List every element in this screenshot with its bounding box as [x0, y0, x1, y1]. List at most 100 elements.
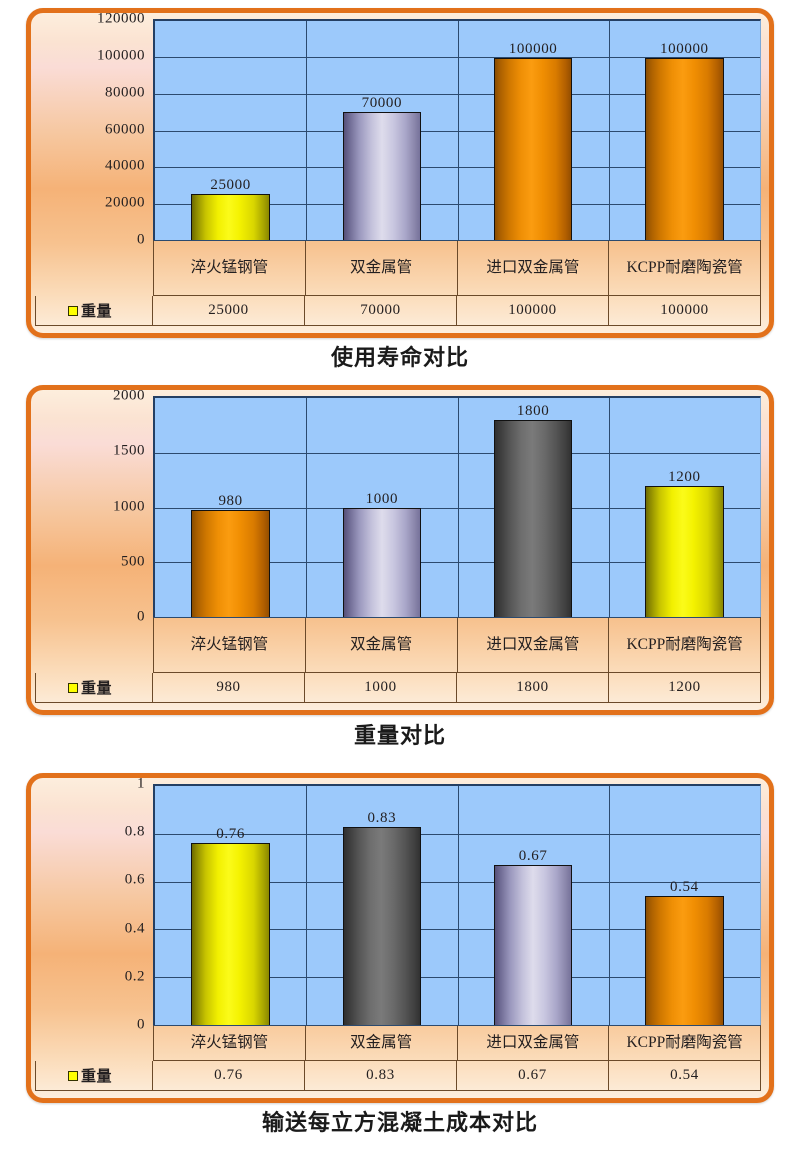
- bar-purple[interactable]: 0.67: [493, 848, 573, 1025]
- bar-value-label: 0.54: [670, 878, 699, 895]
- data-value-cell: 25000: [153, 296, 305, 325]
- legend-swatch-icon: [68, 1070, 78, 1081]
- bar-slot: 100000: [458, 21, 609, 240]
- legend-swatch-icon: [68, 305, 78, 316]
- data-value-cell: 70000: [305, 296, 457, 325]
- category-divider: [608, 21, 610, 240]
- legend-entry[interactable]: 重量: [35, 1061, 153, 1091]
- bar-slot: 1800: [458, 398, 609, 617]
- y-tick-label: 60000: [105, 121, 145, 137]
- chart-caption-1: 使用寿命对比: [330, 345, 469, 370]
- category-row-spacer: [35, 617, 153, 673]
- y-axis-2: 0 500 1000 1500 2000: [35, 390, 153, 625]
- y-tick-label: 40000: [105, 157, 145, 174]
- plot-area-3: 0.76 0.83 0.67 0.54: [153, 784, 761, 1025]
- bar-value-label: 25000: [210, 177, 251, 194]
- bar-yellow[interactable]: 25000: [191, 177, 270, 240]
- data-value-cell: 100000: [457, 296, 609, 325]
- y-axis-3: 0 0.2 0.4 0.6 0.8 1: [35, 778, 153, 1033]
- category-label: 双金属管: [306, 241, 458, 295]
- data-value-cell: 0.76: [153, 1061, 305, 1090]
- plot-area-1: 25000 70000 100000 100000: [153, 19, 761, 240]
- bar-value-label: 0.83: [367, 809, 397, 826]
- bar-slot: 1200: [609, 398, 760, 617]
- category-divider: [457, 398, 459, 617]
- bar-slot: 980: [155, 398, 306, 617]
- y-tick-label: 100000: [97, 47, 145, 64]
- bar-orange[interactable]: 100000: [493, 41, 573, 240]
- chart-caption-2: 重量对比: [353, 723, 446, 748]
- category-label: 淬火锰钢管: [154, 241, 306, 295]
- category-label: KCPP耐磨陶瓷管: [626, 636, 743, 654]
- bar-gray[interactable]: 0.83: [342, 810, 422, 1025]
- category-divider: [457, 786, 459, 1025]
- bar-value-label: 100000: [508, 40, 558, 57]
- y-axis-1: 0 20000 40000 60000 80000 100000 120000: [35, 13, 153, 248]
- chart-panel-2: 0 500 1000 1500 2000 980 1000 1800 1200 淬火锰钢管 双金属管…: [26, 385, 774, 715]
- y-tick-label: 0.2: [124, 968, 145, 985]
- category-label: KCPP耐磨陶瓷管: [626, 1034, 743, 1052]
- data-value-cell: 1000: [305, 673, 457, 702]
- bar-slot: 0.76: [155, 786, 306, 1025]
- y-tick-label: 2000: [113, 387, 145, 404]
- legend-label: 重量: [81, 681, 113, 697]
- data-value-cell: 1800: [457, 673, 609, 702]
- y-tick-label: 0: [137, 231, 145, 248]
- category-label: KCPP耐磨陶瓷管: [626, 259, 743, 277]
- value-row: 重量 980 1000 1800 1200: [35, 673, 761, 703]
- category-label: 淬火锰钢管: [154, 618, 306, 672]
- bar-gray[interactable]: 1800: [493, 403, 573, 617]
- y-tick-label: 1500: [113, 442, 145, 459]
- bar-slot: 0.83: [306, 786, 457, 1025]
- chart-panel-3: 0 0.2 0.4 0.6 0.8 1 0.76 0.83 0.67 0.54 淬火锰钢管 双金属管进…: [26, 773, 774, 1103]
- bar-orange[interactable]: 100000: [645, 41, 724, 240]
- data-value-cell: 980: [153, 673, 305, 702]
- category-label: 进口双金属管: [458, 618, 610, 672]
- plot-area-2: 980 1000 1800 1200: [153, 396, 761, 617]
- data-value-cell: 0.67: [457, 1061, 609, 1090]
- bar-orange[interactable]: 980: [191, 493, 270, 617]
- category-label: 进口双金属管: [458, 1026, 610, 1060]
- category-divider: [608, 398, 610, 617]
- data-value-cell: 0.83: [305, 1061, 457, 1090]
- category-row-spacer: [35, 1025, 153, 1061]
- legend-swatch-icon: [68, 682, 78, 693]
- bar-slot: 0.67: [458, 786, 609, 1025]
- bar-value-label: 1800: [516, 402, 550, 419]
- legend-label: 重量: [81, 304, 113, 320]
- category-divider: [306, 786, 308, 1025]
- value-row: 重量 0.76 0.83 0.67 0.54: [35, 1061, 761, 1091]
- bar-orange[interactable]: 0.54: [645, 879, 724, 1025]
- bar-slot: 70000: [306, 21, 457, 240]
- category-label: 淬火锰钢管: [154, 1026, 306, 1060]
- data-value-cell: 100000: [660, 302, 709, 318]
- chart-caption-3: 输送每立方混凝土成本对比: [261, 1110, 538, 1135]
- bar-slot: 0.54: [609, 786, 760, 1025]
- category-divider: [457, 21, 459, 240]
- y-tick-label: 0: [137, 608, 145, 625]
- y-tick-label: 1: [137, 775, 145, 792]
- bar-purple[interactable]: 70000: [342, 95, 422, 240]
- bar-slot: 1000: [306, 398, 457, 617]
- category-divider: [306, 398, 308, 617]
- y-tick-label: 500: [121, 553, 145, 570]
- data-value-cell: 1200: [668, 679, 701, 695]
- bar-value-label: 70000: [361, 95, 403, 112]
- y-tick-label: 20000: [105, 194, 145, 211]
- category-header-row: 淬火锰钢管 双金属管 进口双金属管 KCPP耐磨陶瓷管: [35, 1025, 761, 1061]
- bar-value-label: 0.67: [518, 847, 548, 864]
- chart-panel-1: 0 20000 40000 60000 80000 100000 120000 25000 70…: [26, 8, 774, 338]
- bar-value-label: 1000: [365, 490, 399, 507]
- bar-slot: 25000: [155, 21, 306, 240]
- legend-entry[interactable]: 重量: [35, 673, 153, 703]
- bar-value-label: 100000: [660, 40, 709, 57]
- category-label: 双金属管: [306, 618, 458, 672]
- bar-yellow[interactable]: 0.76: [191, 826, 270, 1025]
- bar-slot: 100000: [609, 21, 760, 240]
- bar-yellow[interactable]: 1200: [645, 469, 724, 617]
- y-tick-label: 0.6: [124, 871, 145, 888]
- category-header-row: 淬火锰钢管 双金属管 进口双金属管 KCPP耐磨陶瓷管: [35, 240, 761, 296]
- value-row: 重量 25000 70000 100000 100000: [35, 296, 761, 326]
- bar-purple[interactable]: 1000: [342, 491, 422, 617]
- legend-entry[interactable]: 重量: [35, 296, 153, 326]
